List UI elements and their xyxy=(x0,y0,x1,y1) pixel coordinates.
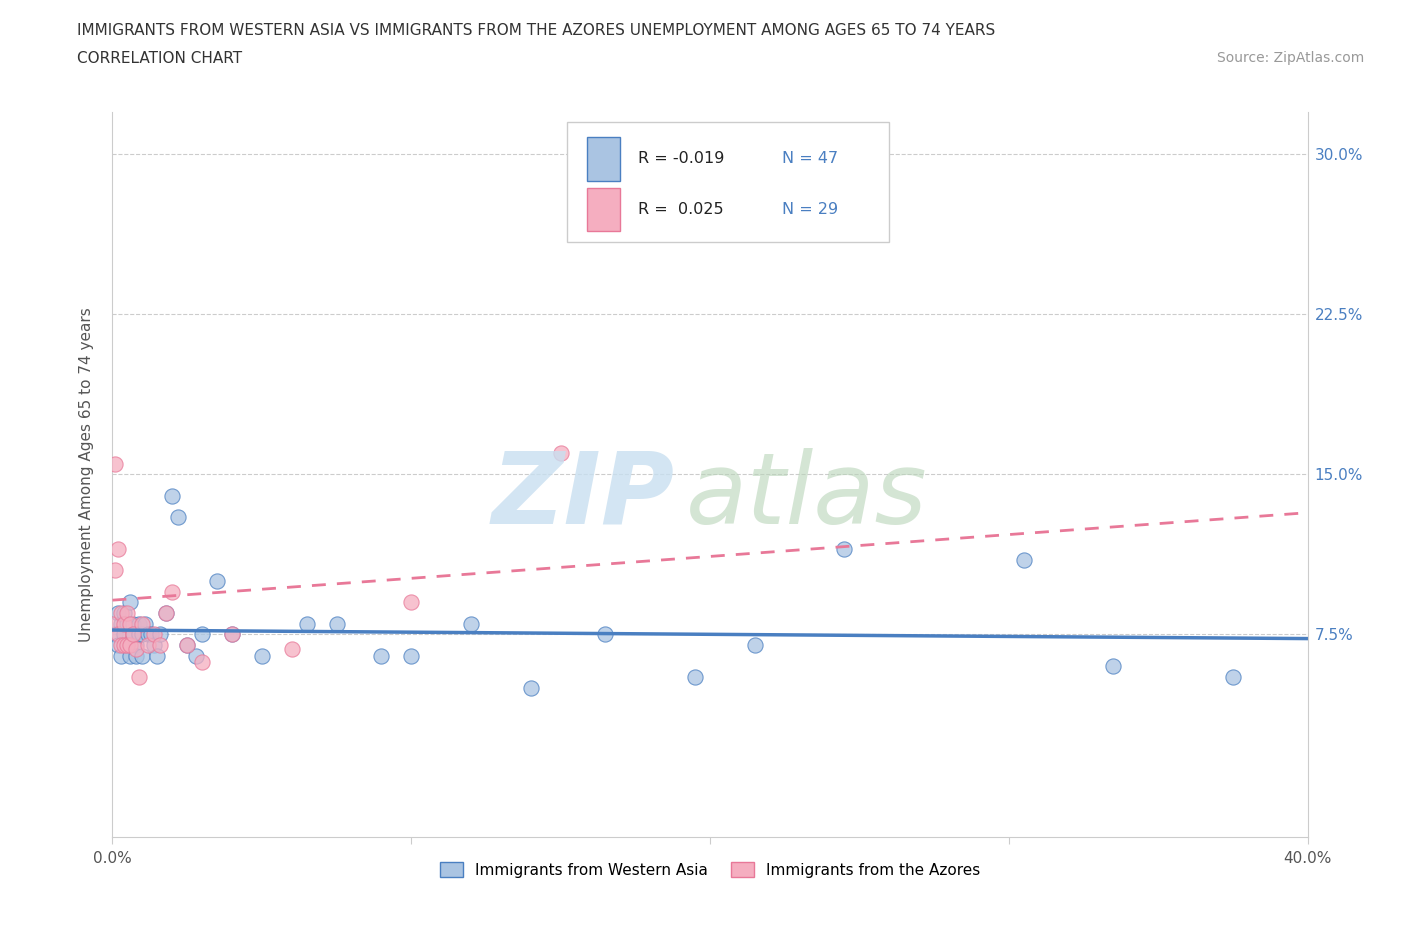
Point xyxy=(120,648,142,663)
Point xyxy=(114,638,135,653)
Point xyxy=(744,638,766,653)
Point xyxy=(176,638,198,653)
Point xyxy=(107,605,129,620)
Bar xyxy=(586,137,620,180)
Point xyxy=(595,627,617,642)
Point xyxy=(155,605,177,620)
Point xyxy=(143,638,166,653)
Point xyxy=(125,642,148,657)
Point xyxy=(370,648,392,663)
Point xyxy=(205,574,228,589)
Point xyxy=(122,627,145,642)
Point xyxy=(162,584,183,599)
Point xyxy=(117,605,139,620)
Point xyxy=(221,627,243,642)
Point xyxy=(176,638,198,653)
Point xyxy=(146,648,169,663)
Point xyxy=(117,638,139,653)
Point xyxy=(107,541,129,556)
Point xyxy=(295,617,318,631)
Point xyxy=(128,617,150,631)
Text: N = 47: N = 47 xyxy=(782,152,838,166)
Point xyxy=(1012,552,1035,567)
Point xyxy=(149,638,172,653)
Point xyxy=(141,627,163,642)
Point xyxy=(401,648,423,663)
Point xyxy=(134,617,156,631)
Point xyxy=(114,617,135,631)
Point xyxy=(110,617,132,631)
Point xyxy=(131,627,153,642)
Point xyxy=(138,638,160,653)
Point xyxy=(114,627,135,642)
Point xyxy=(250,648,273,663)
Point xyxy=(128,670,150,684)
Point xyxy=(149,627,172,642)
Point xyxy=(104,563,127,578)
Point xyxy=(401,595,423,610)
Point xyxy=(122,617,145,631)
Point xyxy=(107,638,129,653)
Point xyxy=(114,605,135,620)
Point xyxy=(325,617,347,631)
Point xyxy=(120,638,142,653)
Point xyxy=(834,541,856,556)
Point xyxy=(120,617,142,631)
Text: Source: ZipAtlas.com: Source: ZipAtlas.com xyxy=(1216,51,1364,65)
Point xyxy=(117,638,139,653)
Point xyxy=(162,488,183,503)
Point xyxy=(107,627,129,642)
FancyBboxPatch shape xyxy=(567,123,890,242)
Point xyxy=(683,670,706,684)
Point xyxy=(1222,670,1244,684)
Point xyxy=(110,648,132,663)
Point xyxy=(101,617,124,631)
Point xyxy=(155,605,177,620)
Point xyxy=(125,638,148,653)
Text: N = 29: N = 29 xyxy=(782,202,838,217)
Point xyxy=(191,627,214,642)
Point xyxy=(110,638,132,653)
Point xyxy=(131,648,153,663)
Point xyxy=(640,211,662,226)
Point xyxy=(104,457,127,472)
Point xyxy=(110,605,132,620)
Point xyxy=(460,617,482,631)
Point xyxy=(128,627,150,642)
Legend: Immigrants from Western Asia, Immigrants from the Azores: Immigrants from Western Asia, Immigrants… xyxy=(434,856,986,884)
Point xyxy=(104,627,127,642)
Text: IMMIGRANTS FROM WESTERN ASIA VS IMMIGRANTS FROM THE AZORES UNEMPLOYMENT AMONG AG: IMMIGRANTS FROM WESTERN ASIA VS IMMIGRAN… xyxy=(77,23,995,38)
Text: ZIP: ZIP xyxy=(491,447,675,545)
Point xyxy=(167,510,190,525)
Point xyxy=(186,648,208,663)
Point xyxy=(131,617,153,631)
Text: CORRELATION CHART: CORRELATION CHART xyxy=(77,51,242,66)
Point xyxy=(143,627,166,642)
Point xyxy=(120,595,142,610)
Point xyxy=(1102,658,1125,673)
Point xyxy=(191,655,214,670)
Point xyxy=(138,627,160,642)
Point xyxy=(281,642,304,657)
Bar xyxy=(586,188,620,232)
Text: atlas: atlas xyxy=(686,447,928,545)
Point xyxy=(122,627,145,642)
Point xyxy=(550,445,572,460)
Point xyxy=(125,648,148,663)
Point xyxy=(221,627,243,642)
Point xyxy=(117,617,139,631)
Text: R = -0.019: R = -0.019 xyxy=(638,152,724,166)
Point xyxy=(520,680,543,695)
Y-axis label: Unemployment Among Ages 65 to 74 years: Unemployment Among Ages 65 to 74 years xyxy=(79,307,94,642)
Text: R =  0.025: R = 0.025 xyxy=(638,202,724,217)
